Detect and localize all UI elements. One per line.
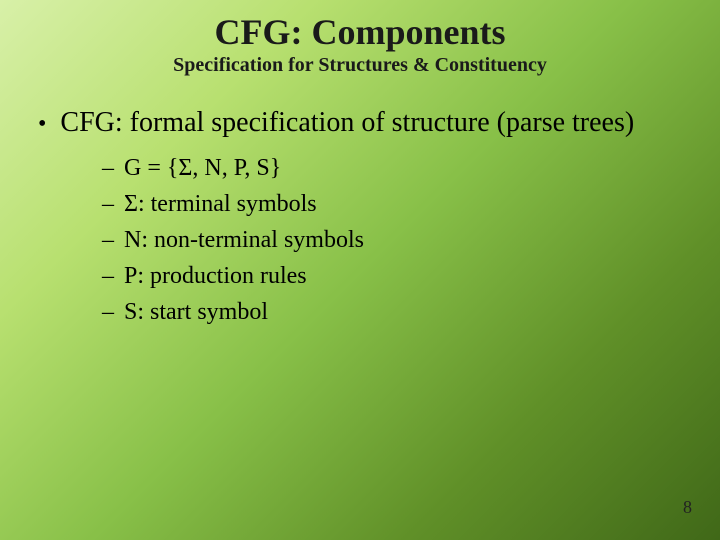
bullet-level2: – N: non-terminal symbols	[102, 222, 682, 258]
bullet-dash-icon: –	[102, 150, 114, 186]
bullet-dash-icon: –	[102, 222, 114, 258]
slide-body: • CFG: formal specification of structure…	[0, 77, 720, 330]
bullet-level2: – G = {Σ, N, P, S}	[102, 150, 682, 186]
bullet-dot-icon: •	[38, 109, 46, 139]
bullet-level2-text: N: non-terminal symbols	[124, 222, 364, 258]
bullet-dash-icon: –	[102, 258, 114, 294]
sub-bullet-list: – G = {Σ, N, P, S} – Σ: terminal symbols…	[38, 150, 682, 330]
bullet-level1: • CFG: formal specification of structure…	[38, 105, 682, 140]
bullet-level2-text: G = {Σ, N, P, S}	[124, 150, 281, 186]
bullet-level2: – Σ: terminal symbols	[102, 186, 682, 222]
bullet-dash-icon: –	[102, 294, 114, 330]
bullet-level1-text: CFG: formal specification of structure (…	[60, 105, 634, 140]
bullet-level2: – P: production rules	[102, 258, 682, 294]
bullet-level2: – S: start symbol	[102, 294, 682, 330]
page-number: 8	[683, 497, 692, 518]
bullet-level2-text: P: production rules	[124, 258, 307, 294]
title-block: CFG: Components Specification for Struct…	[0, 0, 720, 77]
slide: CFG: Components Specification for Struct…	[0, 0, 720, 540]
bullet-level2-text: Σ: terminal symbols	[124, 186, 317, 222]
bullet-level2-text: S: start symbol	[124, 294, 268, 330]
slide-title: CFG: Components	[0, 14, 720, 52]
slide-subtitle: Specification for Structures & Constitue…	[0, 54, 720, 77]
bullet-dash-icon: –	[102, 186, 114, 222]
